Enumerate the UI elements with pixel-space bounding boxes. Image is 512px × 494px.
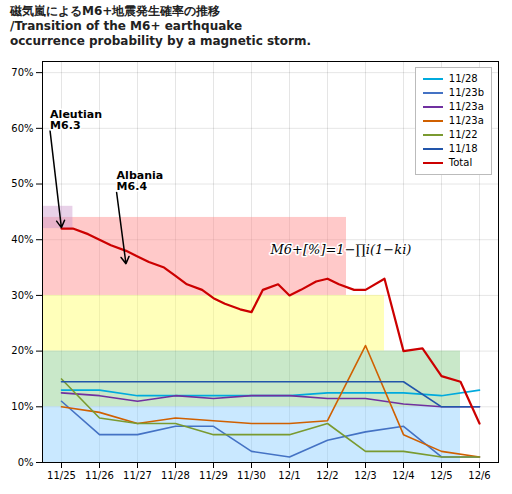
svg-text:12/5: 12/5 <box>430 470 452 481</box>
html-text:11/22: 11/22 <box>448 129 478 140</box>
svg-text:20%: 20% <box>11 345 33 356</box>
html-text:11/18: 11/18 <box>448 143 478 154</box>
svg-text:10%: 10% <box>11 401 33 412</box>
html-text:11/23a: 11/23a <box>448 115 484 126</box>
svg-text:12/3: 12/3 <box>354 470 376 481</box>
svg-text:12/6: 12/6 <box>468 470 490 481</box>
svg-text:M6+[%]=1−∏i(1−ki): M6+[%]=1−∏i(1−ki) <box>270 242 412 257</box>
html-text:磁気嵐によるM6+地震発生確率の推移 /Transition: 磁気嵐によるM6+地震発生確率の推移 /Transition of the M6… <box>10 4 312 48</box>
svg-text:40%: 40% <box>11 234 33 245</box>
svg-text:AleutianM6.3: AleutianM6.3 <box>50 108 102 132</box>
svg-text:70%: 70% <box>11 67 33 78</box>
html-text:11/23b: 11/23b <box>448 87 484 98</box>
svg-text:11/30: 11/30 <box>237 470 266 481</box>
svg-text:30%: 30% <box>11 290 33 301</box>
html-text:Total: Total <box>448 157 473 168</box>
svg-text:50%: 50% <box>11 178 33 189</box>
svg-text:11/25: 11/25 <box>47 470 76 481</box>
html-text:11/28: 11/28 <box>448 73 478 84</box>
svg-text:12/4: 12/4 <box>392 470 414 481</box>
svg-text:12/2: 12/2 <box>316 470 338 481</box>
svg-text:11/27: 11/27 <box>123 470 152 481</box>
html-text:11/23a: 11/23a <box>448 101 484 112</box>
svg-text:60%: 60% <box>11 123 33 134</box>
svg-text:0%: 0% <box>18 457 34 468</box>
svg-text:11/28: 11/28 <box>161 470 190 481</box>
svg-text:AlbaniaM6.4: AlbaniaM6.4 <box>117 169 164 193</box>
svg-text:12/1: 12/1 <box>278 470 300 481</box>
svg-text:11/29: 11/29 <box>199 470 228 481</box>
svg-text:11/26: 11/26 <box>85 470 114 481</box>
